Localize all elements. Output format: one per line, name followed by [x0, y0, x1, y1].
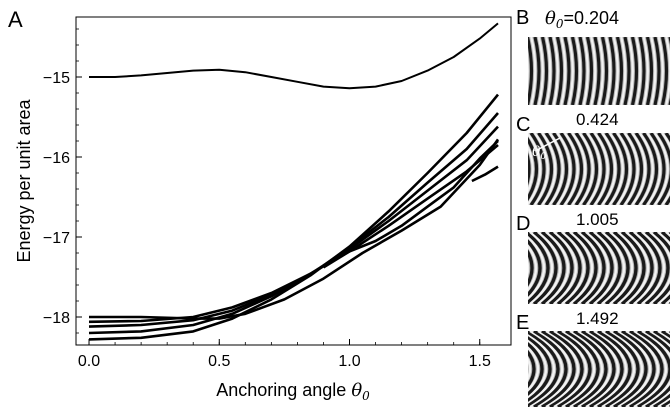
y-tick-label: −16 [43, 150, 70, 167]
stripe-light [479, 37, 483, 105]
series-group [89, 23, 498, 339]
panel-e-value: 1.492 [576, 309, 619, 328]
stripe-light [482, 232, 504, 304]
panel-b: B θ0=0.204 [460, 7, 670, 105]
stripe-light [498, 232, 520, 304]
x-tick-label: 0.5 [208, 353, 230, 370]
y-tick-label: −17 [43, 230, 70, 247]
panel-c-value: 0.424 [576, 110, 619, 129]
stripe-light [512, 133, 525, 205]
series-line-6 [89, 139, 498, 318]
x-axis-label: Anchoring angle θ0 [216, 380, 370, 403]
panel-label-b: B [516, 7, 529, 29]
stripe [490, 37, 494, 105]
stripe-light [498, 331, 530, 407]
stripe [475, 37, 479, 105]
panel-d-value: 1.005 [576, 210, 619, 229]
y-tick-label: −15 [43, 70, 70, 87]
x-tick-label: 0.0 [78, 353, 100, 370]
stripe [462, 232, 484, 304]
y-tick-label: −18 [43, 310, 70, 327]
panel-label-e: E [516, 312, 529, 334]
stripe-light [450, 232, 472, 304]
series-line-1 [89, 23, 498, 88]
stripe-light [474, 232, 496, 304]
stripe [470, 232, 492, 304]
stripe-light [486, 37, 490, 105]
stripe [478, 232, 500, 304]
stripe [502, 232, 524, 304]
stripe-light [501, 37, 505, 105]
stripe-light [497, 133, 510, 205]
stripe [516, 133, 529, 205]
stripe-light [506, 232, 528, 304]
panel-label-c: C [516, 114, 530, 136]
stripe [501, 133, 514, 205]
stripe-light [490, 331, 522, 407]
stripe-light [524, 37, 528, 105]
stripe [520, 37, 524, 105]
y-axis-label: Energy per unit area [14, 98, 34, 262]
x-tick-label: 1.5 [469, 353, 491, 370]
stripe-light [490, 232, 512, 304]
panel-label-a: A [8, 7, 23, 32]
stripe-light [516, 37, 520, 105]
stripe [494, 331, 526, 407]
series-line-2 [89, 95, 498, 340]
panel-label-d: D [516, 213, 530, 235]
stripe [505, 37, 509, 105]
stripe [494, 232, 516, 304]
panel-d: D 1.005 [446, 210, 670, 304]
stripe [460, 37, 464, 105]
stripe-light [466, 232, 488, 304]
stripe [446, 232, 468, 304]
x-tick-label: 1.0 [338, 353, 360, 370]
panel-b-value: θ0=0.204 [545, 8, 619, 31]
stripe [454, 232, 476, 304]
series-line-3 [89, 113, 498, 333]
x-axis: 0.0 0.5 1.0 1.5 [78, 339, 491, 370]
stripe-light [471, 37, 475, 105]
stripe [483, 37, 487, 105]
stripe [513, 37, 517, 105]
stripe [486, 232, 508, 304]
series-line-4 [89, 127, 498, 327]
stripe-light [458, 232, 480, 304]
stripe [509, 133, 522, 205]
